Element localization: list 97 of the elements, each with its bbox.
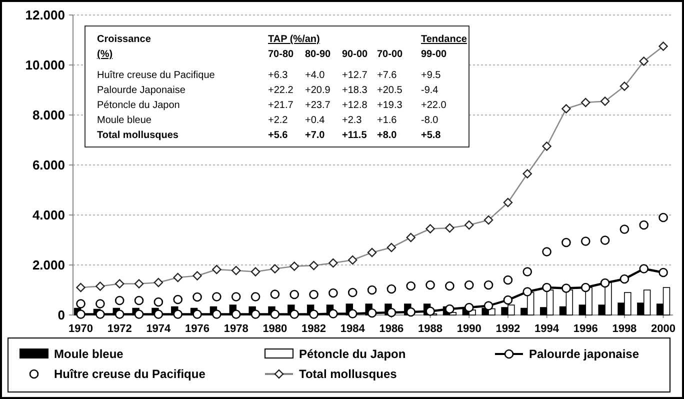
point [503, 295, 513, 305]
point [76, 310, 86, 319]
point [426, 306, 435, 316]
point [212, 310, 222, 319]
y-tick-label: 12.000 [25, 8, 65, 23]
y-tick-label: 0 [58, 308, 65, 323]
text: Palourde Japonaise +22.2 +20.9 +18.3 +20.5 -9.4 [97, 85, 438, 96]
point [426, 280, 435, 290]
point [522, 267, 532, 276]
y-tick-label: 4.000 [32, 208, 65, 223]
point [212, 292, 222, 302]
x-tick-label: 1980 [262, 323, 288, 335]
point [134, 310, 144, 319]
x-tick-label: 1986 [379, 323, 404, 335]
point [367, 308, 377, 318]
text: Croissance TAP (%/an) Tendance [97, 34, 467, 45]
point [484, 301, 494, 310]
y-tick-label: 8.000 [32, 108, 65, 123]
text: (%) 70-80 80-90 90-00 70-00 99-00 [97, 49, 447, 60]
point [562, 284, 571, 293]
point [154, 310, 164, 319]
y-tick-label: 2.000 [32, 258, 65, 273]
x-tick-label: 1994 [534, 323, 560, 335]
x-tick-label: 1970 [68, 323, 94, 335]
point [639, 220, 649, 230]
point [309, 310, 318, 319]
point [76, 299, 86, 308]
point [658, 212, 668, 222]
point [192, 310, 202, 319]
point [503, 275, 513, 285]
point [328, 288, 338, 298]
point [96, 310, 105, 319]
text: Huître creuse du Pacifique +6.3 +4.0 +12.7 +7.6 +9.5 [97, 70, 441, 81]
point [250, 310, 260, 319]
point [386, 308, 396, 318]
legend-label: Moule bleue [54, 347, 124, 362]
point [562, 238, 571, 248]
point [386, 284, 396, 294]
point [231, 292, 241, 302]
point [580, 282, 590, 292]
point [270, 310, 280, 319]
x-tick-label: 2000 [651, 323, 676, 335]
point [270, 290, 280, 299]
point [464, 302, 474, 312]
point [484, 280, 494, 290]
x-tick-label: 1976 [185, 323, 210, 335]
legend-label: Palourde japonaise [529, 347, 640, 362]
point [406, 281, 416, 291]
point [96, 299, 105, 308]
x-tick-label: 1990 [456, 323, 482, 335]
point [290, 310, 300, 319]
x-tick-label: 1984 [340, 323, 366, 335]
point [134, 296, 144, 306]
point [173, 310, 183, 319]
point [620, 274, 630, 284]
point [445, 304, 454, 314]
y-tick-label: 10.000 [25, 58, 65, 73]
point [250, 292, 260, 302]
point [192, 292, 202, 302]
y-tick-label: 6.000 [32, 158, 65, 173]
legend-label: Huître creuse du Pacifique [54, 367, 206, 382]
x-tick-label: 1992 [496, 323, 520, 335]
x-tick-label: 1982 [302, 323, 326, 335]
point [114, 296, 124, 306]
point [173, 294, 183, 304]
point [406, 307, 416, 317]
point [367, 285, 377, 295]
point [231, 310, 241, 319]
x-tick-label: 1998 [612, 323, 637, 335]
point [114, 310, 124, 319]
point [445, 281, 454, 291]
x-tick-label: 1996 [573, 323, 598, 335]
point [290, 290, 300, 300]
x-tick-label: 1978 [224, 323, 248, 335]
point [309, 290, 318, 300]
point [542, 282, 552, 292]
point [620, 224, 630, 234]
point [600, 278, 610, 288]
point [580, 236, 590, 246]
point [348, 309, 358, 318]
point [154, 297, 164, 307]
text: Total mollusques +5.6 +7.0 +11.5 +8.0 +5.8 [97, 130, 441, 141]
text: Moule bleue +2.2 +0.4 +2.3 +1.6 -8.0 [97, 115, 438, 126]
point [464, 280, 474, 290]
legend-label: Pétoncle du Japon [299, 347, 406, 362]
x-tick-label: 1972 [107, 323, 132, 335]
legend-label: Total mollusques [299, 367, 398, 382]
point [348, 288, 358, 298]
point [522, 287, 532, 296]
point [600, 236, 610, 245]
x-tick-label: 1988 [418, 323, 443, 335]
x-tick-label: 1974 [146, 323, 172, 335]
point [639, 264, 649, 274]
point [658, 268, 668, 278]
point [328, 309, 338, 318]
text: Pétoncle du Japon +21.7 +23.7 +12.8 +19.3 +22.0 [97, 100, 446, 111]
point [542, 247, 552, 256]
